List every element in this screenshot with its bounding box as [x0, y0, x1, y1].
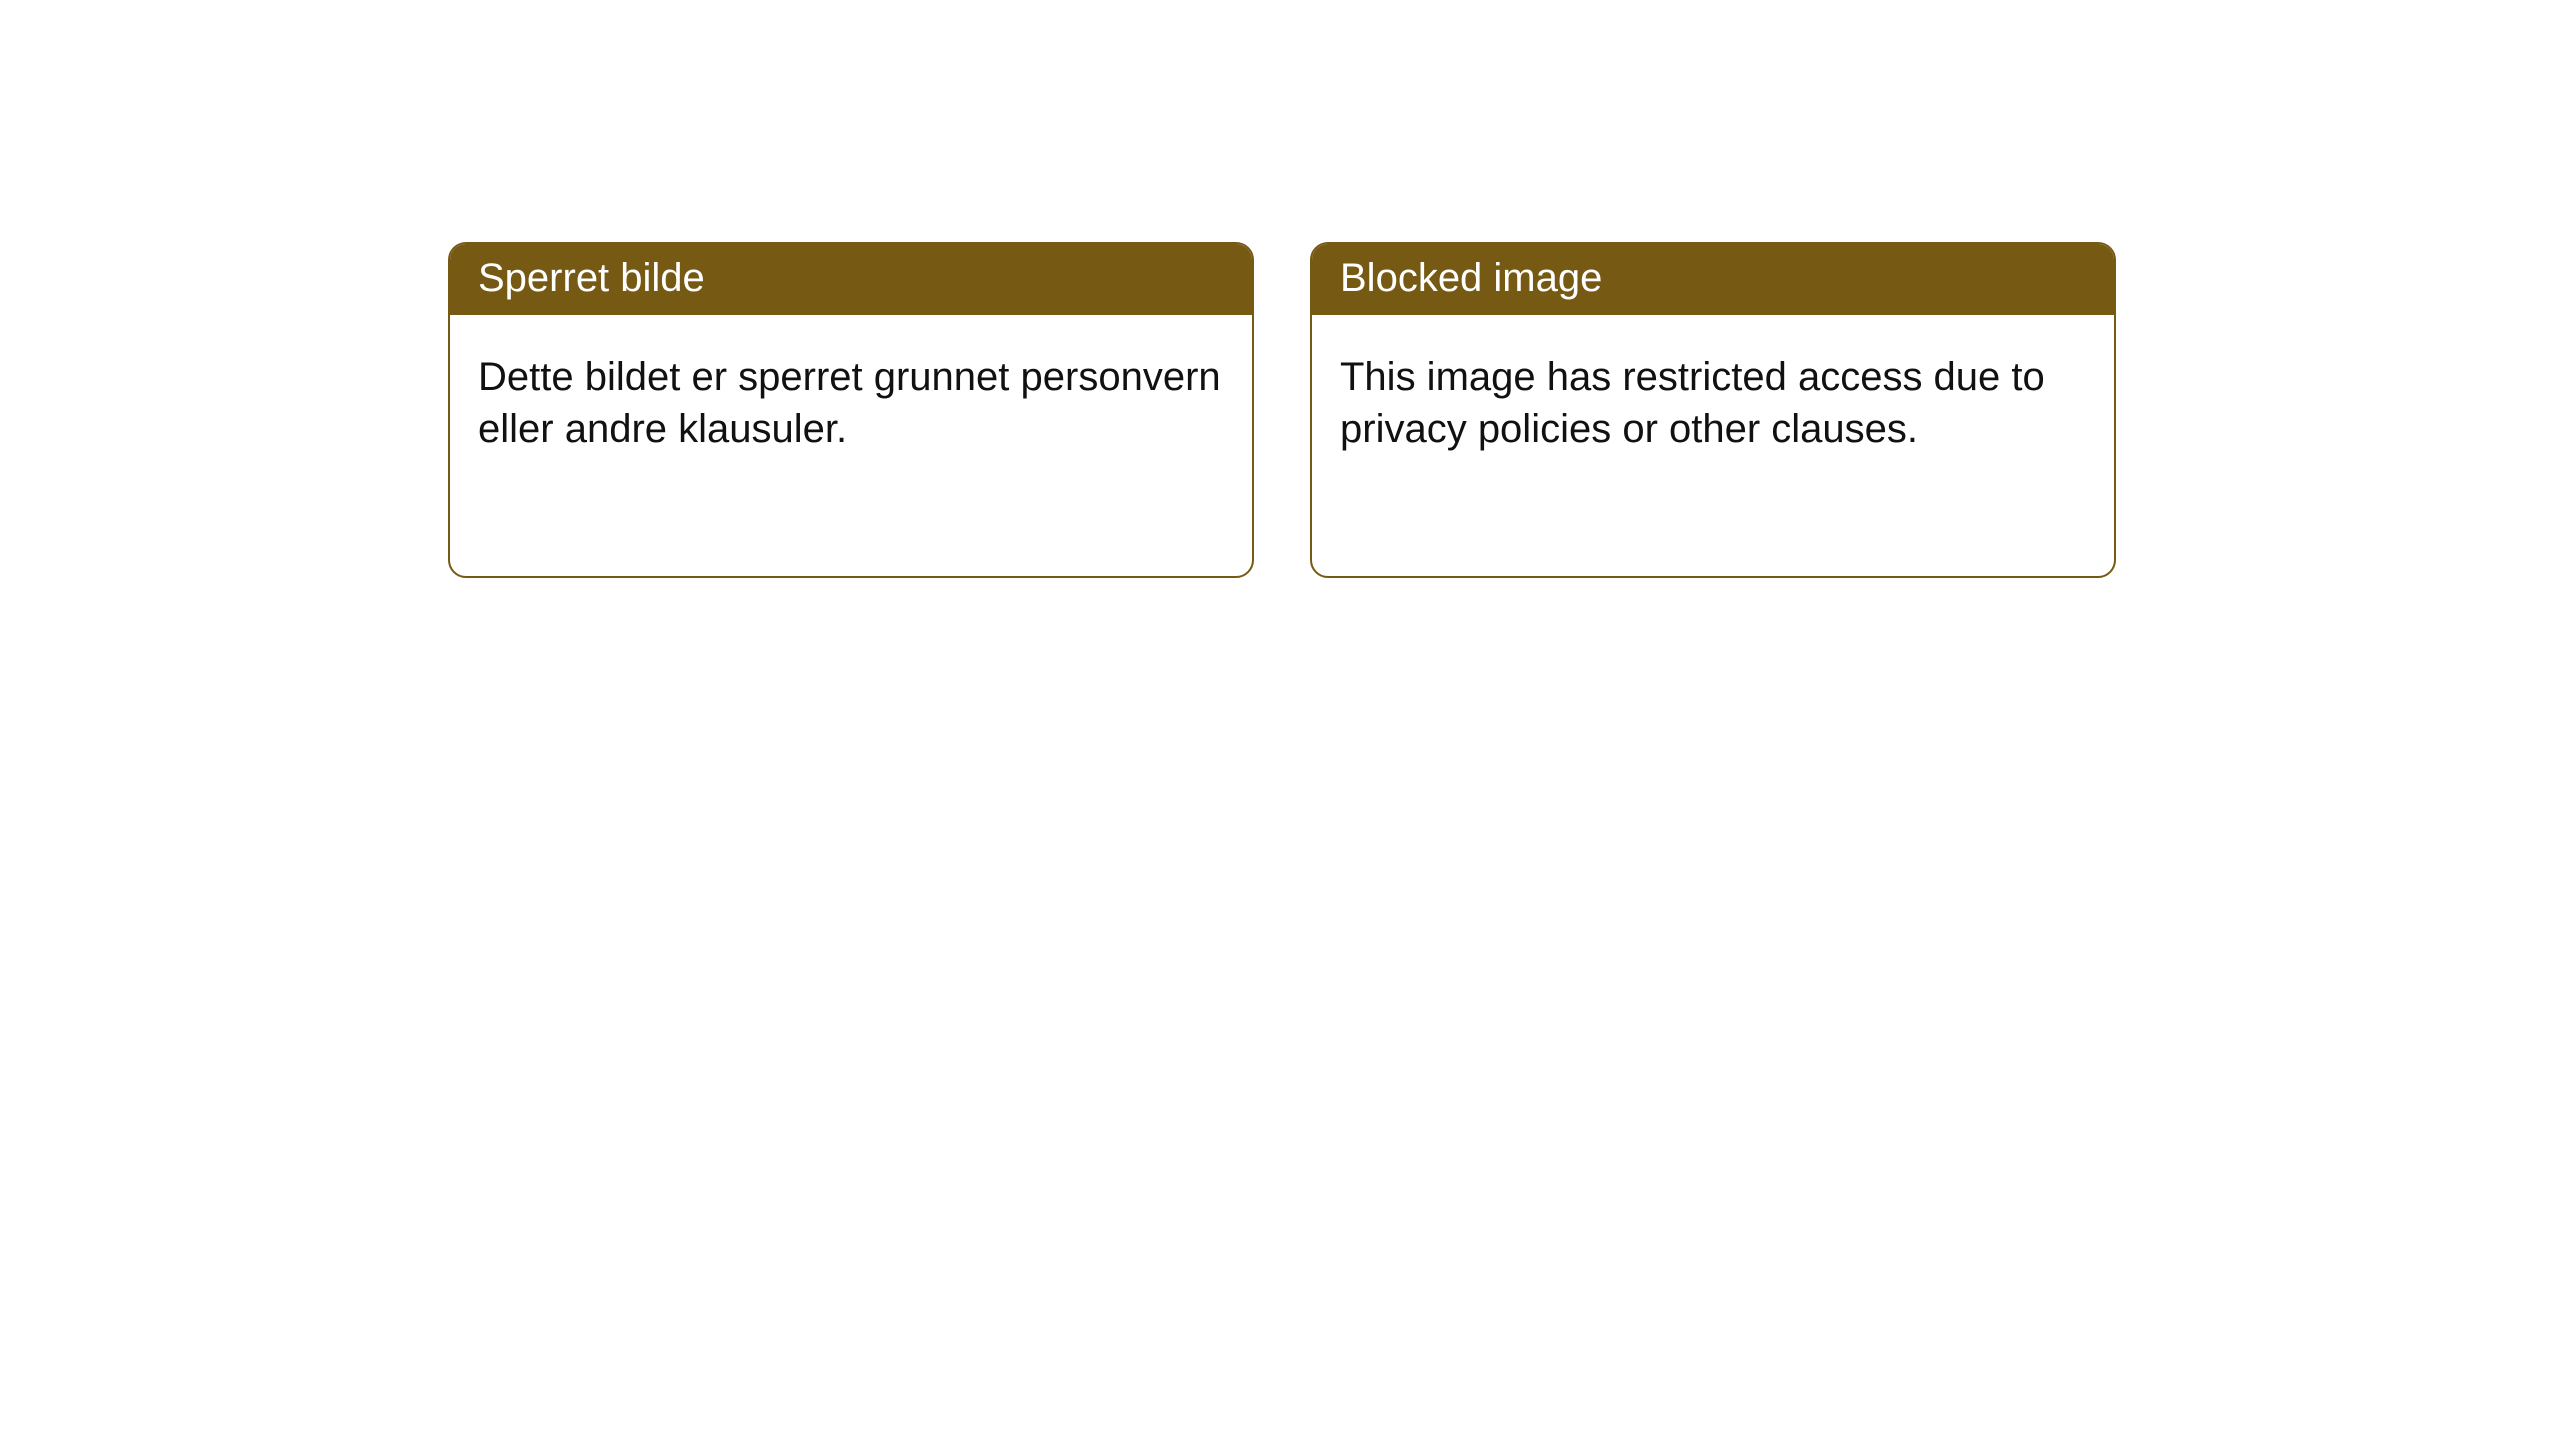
notice-body-en: This image has restricted access due to …	[1312, 315, 2114, 483]
notice-card-no: Sperret bilde Dette bildet er sperret gr…	[448, 242, 1254, 578]
notice-header-en: Blocked image	[1312, 244, 2114, 315]
notice-text-en: This image has restricted access due to …	[1340, 355, 2045, 451]
notice-card-en: Blocked image This image has restricted …	[1310, 242, 2116, 578]
notice-title-en: Blocked image	[1340, 256, 1602, 300]
notice-title-no: Sperret bilde	[478, 256, 705, 300]
notice-body-no: Dette bildet er sperret grunnet personve…	[450, 315, 1252, 483]
notice-header-no: Sperret bilde	[450, 244, 1252, 315]
notice-text-no: Dette bildet er sperret grunnet personve…	[478, 355, 1221, 451]
notice-container: Sperret bilde Dette bildet er sperret gr…	[0, 0, 2560, 578]
